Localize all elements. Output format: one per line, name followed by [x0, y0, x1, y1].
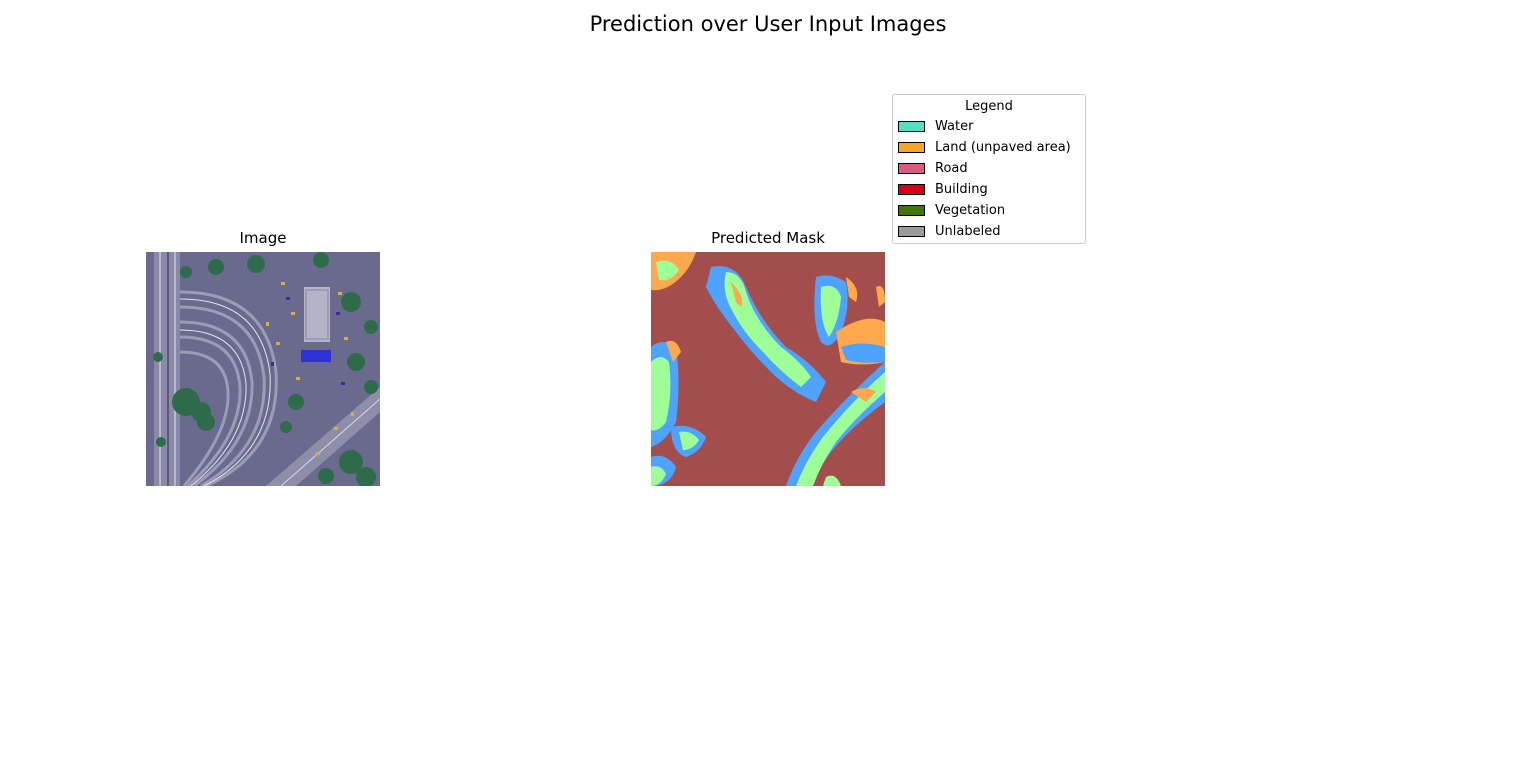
legend-item: Vegetation: [893, 200, 1085, 221]
figure-title: Prediction over User Input Images: [589, 12, 947, 36]
legend-item: Water: [893, 116, 1085, 137]
legend-label: Vegetation: [935, 203, 1006, 218]
legend: Legend Water Land (unpaved area) Road Build…: [892, 94, 1086, 244]
predicted-mask: [651, 252, 885, 486]
legend-label: Land (unpaved area): [935, 140, 1071, 155]
legend-label: Unlabeled: [935, 224, 1001, 239]
legend-swatch: [898, 163, 925, 174]
legend-item: Road: [893, 158, 1085, 179]
legend-swatch: [898, 142, 925, 153]
mask-panel-title: Predicted Mask: [711, 229, 825, 247]
legend-label: Water: [935, 119, 974, 134]
legend-item: Unlabeled: [893, 221, 1085, 242]
legend-label: Road: [935, 161, 968, 176]
legend-swatch: [898, 184, 925, 195]
legend-swatch: [898, 205, 925, 216]
legend-swatch: [898, 226, 925, 237]
input-image: [146, 252, 380, 486]
legend-label: Building: [935, 182, 988, 197]
image-panel-title: Image: [239, 229, 287, 247]
legend-item: Building: [893, 179, 1085, 200]
legend-swatch: [898, 121, 925, 132]
legend-title: Legend: [965, 99, 1013, 114]
legend-item: Land (unpaved area): [893, 137, 1085, 158]
